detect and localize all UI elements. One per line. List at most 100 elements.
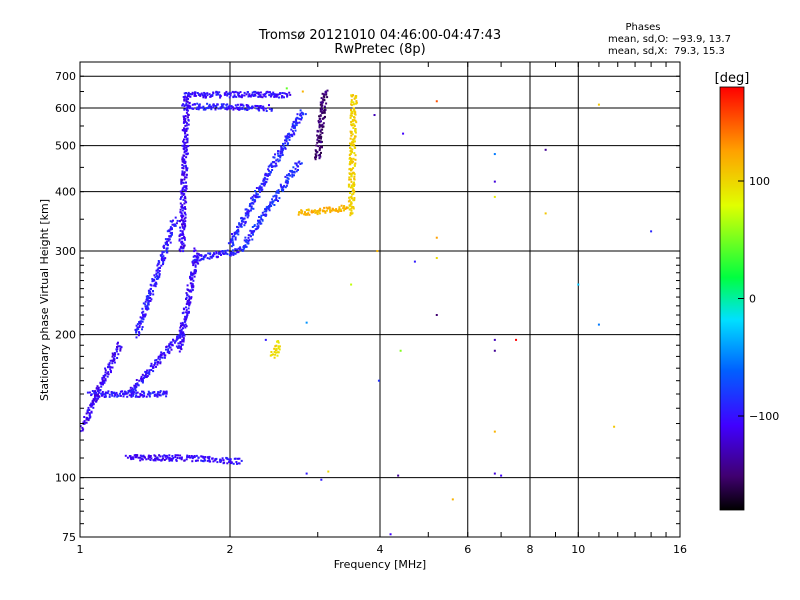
trace-2-dot [182,207,185,210]
trace-9-dot [349,167,352,170]
echo-point [435,314,438,317]
trace-6-dot [268,206,271,209]
trace-14-dot [141,458,144,461]
trace-7-dot [285,136,288,139]
trace-6-dot [295,164,298,167]
trace-10-dot [330,209,333,212]
trace-6-dot [247,236,250,239]
trace-10-dot [307,212,310,215]
trace-6-dot [295,170,298,173]
trace-11-dot [117,394,120,397]
trace-6-dot [291,173,294,176]
trace-12-dot [134,387,137,390]
trace-6-dot [297,169,299,171]
trace-2-dot [183,217,186,220]
trace-11-dot [114,394,117,397]
trace-4-dot [169,241,172,244]
trace-0-dot [275,93,278,96]
trace-5-dot [232,251,234,254]
trace-0-dot [193,94,196,97]
trace-11-dot [86,391,89,394]
trace-3-dot [190,296,193,299]
trace-9-dot [348,208,351,211]
trace-15-dot [190,455,193,457]
trace-2-dot [178,220,181,222]
trace-15-dot [230,462,233,465]
x-tick-label: 8 [527,543,534,556]
trace-7-dot [246,210,249,213]
trace-3-dot [175,345,178,348]
trace-4-dot [174,216,177,219]
trace-2-dot [183,161,186,164]
trace-7-dot [268,169,270,172]
trace-9-dot [347,185,350,188]
trace-3-dot [186,300,189,303]
trace-0-dot [218,91,221,94]
trace-9-dot [353,146,356,149]
trace-2-dot [181,189,184,192]
trace-1-dot [198,103,201,106]
trace-1-dot [222,106,225,109]
trace-7-dot [237,233,240,236]
trace-8-dot [324,115,326,118]
trace-5-dot [222,253,225,255]
trace-0-dot [235,95,238,98]
trace-9-dot [352,192,355,195]
trace-3-dot [182,307,185,310]
trace-4-dot [169,232,172,235]
trace-2-dot [182,219,185,222]
trace-7-dot [279,152,282,155]
trace-4-dot [148,292,150,295]
trace-15-dot [208,460,211,463]
trace-5-dot [198,259,201,262]
trace-10-dot [324,210,327,213]
trace-3-dot [182,311,185,314]
trace-4-dot [135,336,138,339]
trace-3-dot [194,272,197,275]
trace-10-dot [342,206,345,209]
trace-3-dot [188,304,191,307]
trace-8-dot [320,135,323,138]
echo-point [327,470,330,473]
trace-13-dot [117,341,119,344]
trace-3-dot [187,310,190,313]
trace-13-dot [111,359,114,362]
trace-6-dot [241,249,244,252]
trace-7-dot [261,188,264,191]
trace-7-dot [284,142,287,145]
trace-9-dot [352,94,354,97]
trace-4-dot [138,326,141,328]
trace-0-dot [252,95,255,97]
trace-7-dot [287,133,290,136]
trace-15-dot [186,456,189,459]
trace-11-dot [157,391,160,394]
trace-9-dot [352,157,355,160]
trace-15-dot [191,460,194,463]
trace-15-dot [189,456,192,459]
trace-14-dot [154,457,156,460]
trace-3-dot [190,297,193,300]
trace-13-dot [99,382,102,385]
trace-1-dot [232,108,235,111]
trace-0-dot [254,90,257,93]
colorbar-tick-label: 100 [749,175,770,188]
trace-12-dot [176,335,179,338]
trace-6-dot [280,185,283,188]
echo-point [264,338,267,341]
trace-7-dot [267,168,270,171]
trace-11-dot [132,393,135,395]
trace-3-dot [191,289,194,292]
trace-7-dot [258,195,261,198]
trace-4-dot [157,267,160,270]
trace-2-dot [183,92,186,95]
trace-13-dot [100,385,103,388]
trace-9-dot [353,175,356,178]
trace-0-dot [247,95,250,98]
trace-12-dot [177,342,180,345]
trace-0-dot [283,96,285,99]
trace-3-dot [185,296,188,299]
trace-13-dot [82,421,85,424]
trace-3-dot [196,255,199,258]
trace-12-dot [146,369,149,372]
trace-6-dot [239,246,242,249]
